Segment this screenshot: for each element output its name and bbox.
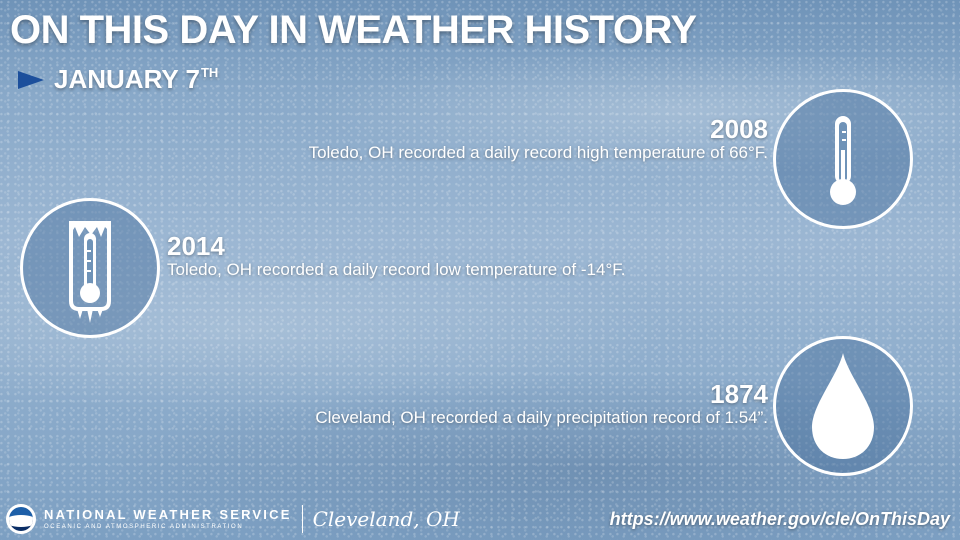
event-year: 2008: [710, 114, 768, 144]
event-1874: 1874 Cleveland, OH recorded a daily prec…: [315, 380, 768, 428]
arrow-icon: [18, 70, 44, 89]
date-suffix: TH: [200, 65, 219, 80]
nws-logo[interactable]: NATIONAL WEATHER SERVICE OCEANIC AND ATM…: [6, 504, 460, 534]
raindrop-icon: [773, 336, 913, 476]
event-2014: 2014 Toledo, OH recorded a daily record …: [167, 232, 625, 280]
agency-subtitle: OCEANIC AND ATMOSPHERIC ADMINISTRATION: [44, 524, 244, 530]
event-description: Cleveland, OH recorded a daily precipita…: [315, 408, 768, 427]
event-year: 1874: [710, 379, 768, 409]
noaa-emblem-icon: [6, 504, 36, 534]
date-label: JANUARY 7TH: [54, 64, 218, 95]
office-name: Cleveland, OH: [312, 507, 460, 531]
event-year: 2014: [167, 231, 225, 261]
nws-wordmark: NATIONAL WEATHER SERVICE OCEANIC AND ATM…: [44, 508, 292, 530]
footer-divider: [301, 505, 303, 533]
page-title: ON THIS DAY IN WEATHER HISTORY: [10, 8, 697, 52]
frozen-thermometer-icon: [20, 198, 160, 338]
date-text: JANUARY 7: [54, 64, 200, 94]
website-link[interactable]: https://www.weather.gov/cle/OnThisDay: [609, 509, 950, 529]
event-2008: 2008 Toledo, OH recorded a daily record …: [309, 115, 768, 163]
event-description: Toledo, OH recorded a daily record low t…: [167, 260, 626, 279]
event-description: Toledo, OH recorded a daily record high …: [308, 143, 768, 162]
date-row: JANUARY 7TH: [18, 64, 218, 95]
agency-name: NATIONAL WEATHER SERVICE: [44, 507, 292, 522]
thermometer-icon: [773, 89, 913, 229]
